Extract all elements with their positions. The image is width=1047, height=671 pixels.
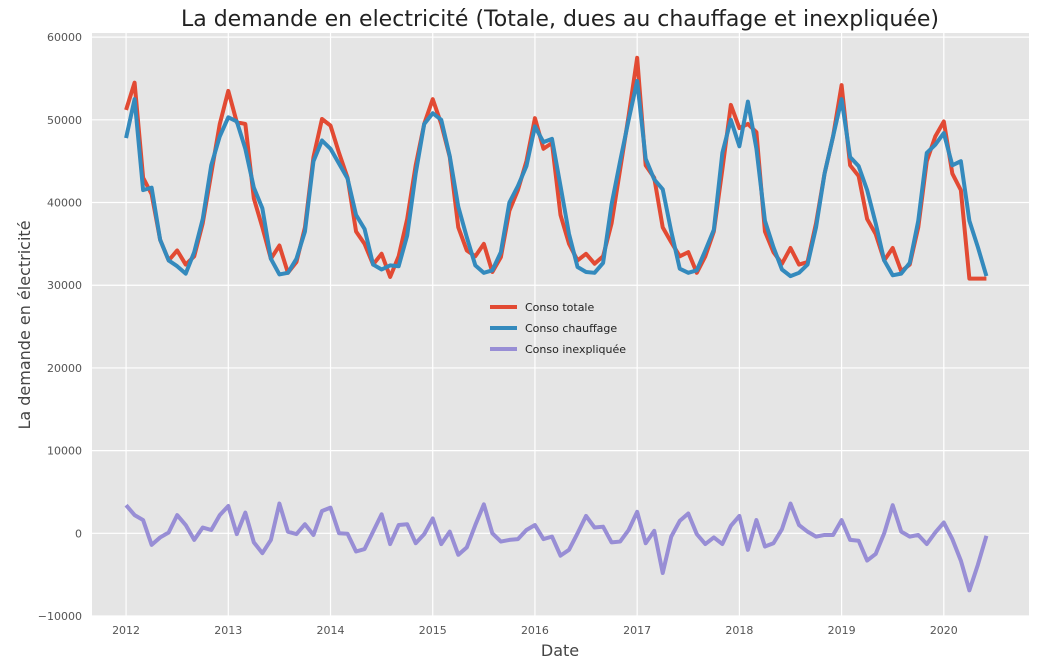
x-tick-label: 2013 (214, 624, 242, 637)
tick-labels: −10000 0 10000 20000 30000 40000 50000 60000 201… (38, 31, 958, 637)
legend-label: Conso chauffage (525, 322, 617, 335)
x-tick-label: 2015 (419, 624, 447, 637)
legend: Conso totale Conso chauffage Conso inexpli… (490, 301, 626, 356)
x-tick-label: 2020 (930, 624, 958, 637)
legend-label: Conso totale (525, 301, 594, 314)
y-tick-label: 20000 (47, 362, 82, 375)
y-tick-label: 0 (75, 527, 82, 540)
y-tick-label: 10000 (47, 445, 82, 458)
x-tick-label: 2019 (828, 624, 856, 637)
series-line-2 (124, 78, 989, 279)
y-tick-label: 30000 (47, 279, 82, 292)
y-tick-label: 40000 (47, 197, 82, 210)
series-lines (124, 55, 989, 593)
x-axis-label: Date (541, 641, 579, 660)
x-tick-label: 2012 (112, 624, 140, 637)
series-line-3 (124, 501, 989, 593)
x-tick-label: 2018 (725, 624, 753, 637)
chart-title: La demande en electricité (Totale, dues … (181, 7, 939, 32)
x-tick-label: 2017 (623, 624, 651, 637)
y-tick-label: 60000 (47, 31, 82, 44)
y-axis-label: La demande en électricité (15, 220, 34, 429)
y-tick-label: 50000 (47, 114, 82, 127)
legend-label: Conso inexpliquée (525, 343, 626, 356)
x-tick-label: 2016 (521, 624, 549, 637)
y-tick-label: −10000 (38, 610, 82, 623)
x-tick-label: 2014 (317, 624, 345, 637)
